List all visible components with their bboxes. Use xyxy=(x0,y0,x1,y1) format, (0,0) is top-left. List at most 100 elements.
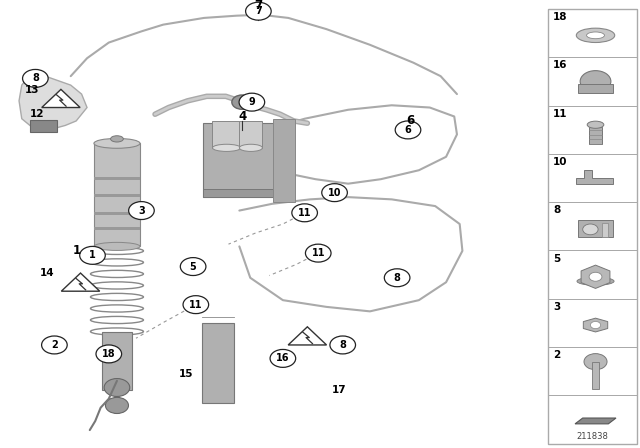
Text: 8: 8 xyxy=(32,73,39,83)
Bar xyxy=(548,347,637,395)
Text: 1: 1 xyxy=(89,250,96,260)
Bar xyxy=(94,227,140,230)
Circle shape xyxy=(584,353,607,370)
Bar xyxy=(273,119,296,202)
Text: 7: 7 xyxy=(255,6,262,16)
Bar xyxy=(578,84,614,93)
Text: 2: 2 xyxy=(51,340,58,350)
Polygon shape xyxy=(575,418,616,424)
Circle shape xyxy=(96,345,122,363)
Circle shape xyxy=(305,244,331,262)
Bar xyxy=(548,154,637,202)
Bar xyxy=(548,9,637,444)
Bar xyxy=(548,9,637,57)
Circle shape xyxy=(129,202,154,220)
Text: 17: 17 xyxy=(332,385,346,395)
Circle shape xyxy=(583,224,598,235)
Polygon shape xyxy=(576,170,614,184)
Ellipse shape xyxy=(576,28,615,43)
Text: 1: 1 xyxy=(72,244,81,258)
Bar xyxy=(591,362,599,389)
Polygon shape xyxy=(42,90,80,108)
Ellipse shape xyxy=(580,71,611,92)
Circle shape xyxy=(590,322,600,329)
Bar xyxy=(30,120,57,132)
Ellipse shape xyxy=(239,144,262,151)
Circle shape xyxy=(384,269,410,287)
Circle shape xyxy=(246,2,271,20)
Text: 16: 16 xyxy=(276,353,290,363)
Bar xyxy=(94,212,140,215)
Ellipse shape xyxy=(586,32,605,39)
Text: 16: 16 xyxy=(553,60,568,70)
Text: 4: 4 xyxy=(238,110,246,123)
Circle shape xyxy=(589,272,602,281)
Text: 18: 18 xyxy=(553,12,568,22)
Bar xyxy=(602,223,608,237)
Text: 10: 10 xyxy=(553,157,568,167)
Text: 2: 2 xyxy=(553,350,560,360)
Bar xyxy=(102,332,132,390)
Bar xyxy=(548,299,637,347)
Bar xyxy=(212,121,241,148)
Text: 211838: 211838 xyxy=(577,432,608,441)
Ellipse shape xyxy=(94,242,140,250)
Polygon shape xyxy=(61,273,100,291)
Bar xyxy=(239,121,262,148)
Text: 8: 8 xyxy=(553,205,560,215)
Polygon shape xyxy=(19,72,87,130)
Circle shape xyxy=(104,379,130,396)
Text: 15: 15 xyxy=(179,369,193,379)
Ellipse shape xyxy=(212,144,241,151)
Text: 3: 3 xyxy=(138,206,145,215)
Circle shape xyxy=(270,349,296,367)
Circle shape xyxy=(322,184,348,202)
Text: 13: 13 xyxy=(25,85,39,95)
Circle shape xyxy=(232,95,252,109)
Ellipse shape xyxy=(94,138,140,148)
Text: 12: 12 xyxy=(30,109,44,119)
Bar xyxy=(94,177,140,180)
Text: 3: 3 xyxy=(553,302,560,312)
Ellipse shape xyxy=(577,277,614,285)
Text: 5: 5 xyxy=(189,262,196,271)
Circle shape xyxy=(80,246,106,264)
Text: 8: 8 xyxy=(394,273,401,283)
Bar xyxy=(548,250,637,299)
Circle shape xyxy=(183,296,209,314)
Text: 11: 11 xyxy=(189,300,203,310)
Bar xyxy=(548,202,637,250)
Ellipse shape xyxy=(588,121,604,128)
Bar xyxy=(202,189,276,197)
Polygon shape xyxy=(288,327,326,345)
Text: 6: 6 xyxy=(404,125,412,135)
Text: 14: 14 xyxy=(40,268,54,278)
Bar xyxy=(548,395,637,444)
Text: 7: 7 xyxy=(254,0,262,12)
Circle shape xyxy=(396,121,421,139)
Text: 11: 11 xyxy=(312,248,325,258)
Circle shape xyxy=(330,336,356,354)
Polygon shape xyxy=(583,318,608,332)
Text: 11: 11 xyxy=(298,208,312,218)
Bar xyxy=(548,57,637,106)
Circle shape xyxy=(42,336,67,354)
Text: 11: 11 xyxy=(553,109,568,119)
Text: 9: 9 xyxy=(248,97,255,107)
Circle shape xyxy=(292,204,317,222)
Bar xyxy=(548,106,637,154)
Circle shape xyxy=(239,93,265,111)
Bar xyxy=(94,143,140,246)
Text: 8: 8 xyxy=(339,340,346,350)
Text: 10: 10 xyxy=(328,188,341,198)
Text: 18: 18 xyxy=(102,349,116,359)
Bar xyxy=(202,323,234,403)
Circle shape xyxy=(106,397,129,414)
Bar xyxy=(578,220,614,237)
Circle shape xyxy=(180,258,206,276)
Circle shape xyxy=(22,69,48,87)
Text: 6: 6 xyxy=(406,114,415,128)
Polygon shape xyxy=(581,265,610,289)
Text: 5: 5 xyxy=(553,254,560,263)
Bar xyxy=(202,123,276,197)
